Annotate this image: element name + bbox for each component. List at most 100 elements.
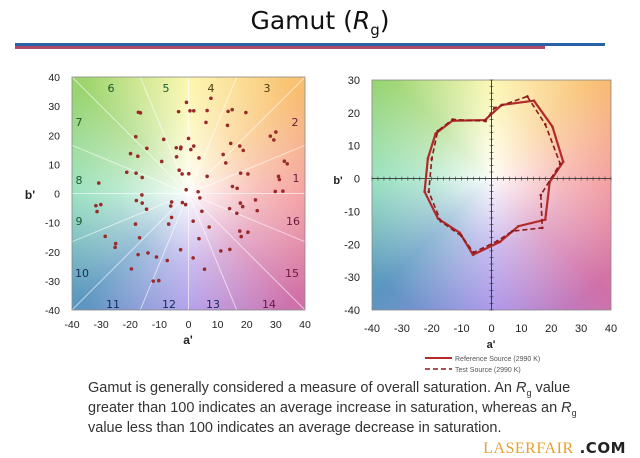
data-point (273, 189, 278, 194)
series-marker (561, 160, 565, 164)
data-point (272, 138, 276, 142)
hue-bin-divider (188, 193, 238, 310)
plot-frame (71, 76, 306, 311)
hue-bin-label: 10 (75, 267, 89, 280)
data-point (99, 202, 103, 207)
x-tick-label: 30 (270, 319, 282, 331)
data-point (134, 198, 139, 203)
data-point (138, 111, 143, 115)
data-point (241, 148, 246, 153)
data-point (180, 200, 185, 205)
data-point (230, 184, 235, 189)
data-point (281, 189, 285, 193)
data-point (207, 225, 211, 229)
data-point (144, 207, 149, 212)
data-point (136, 252, 140, 257)
y-tick-label: 0 (354, 174, 360, 186)
data-point (165, 258, 170, 263)
data-point (238, 171, 243, 175)
series-marker (558, 162, 562, 166)
data-point (197, 236, 201, 241)
x-tick-label: -40 (64, 319, 79, 331)
data-point (246, 172, 250, 176)
series-marker (430, 157, 434, 161)
y-tick-label: 10 (48, 159, 60, 171)
hue-bin-label: 2 (292, 116, 299, 129)
hue-bin-label: 6 (108, 82, 115, 95)
hue-bin-label: 1 (293, 172, 300, 185)
hue-bin-divider (188, 193, 305, 243)
y-tick-label: -40 (344, 305, 360, 317)
data-point (191, 219, 195, 223)
data-point (240, 204, 245, 209)
x-tick-label: -10 (454, 323, 470, 335)
data-point (103, 234, 108, 239)
x-tick-label: 10 (515, 323, 527, 335)
data-point (133, 222, 138, 226)
series-marker (543, 123, 547, 126)
data-point (227, 206, 232, 211)
data-point (285, 161, 290, 166)
data-point (180, 172, 184, 176)
data-point (209, 96, 213, 101)
series-marker (498, 240, 502, 244)
data-point (186, 171, 191, 176)
hue-bin-label: 15 (285, 267, 299, 280)
hue-bin-label: 3 (264, 82, 271, 95)
data-point (223, 161, 228, 165)
x-tick-label: 10 (212, 319, 224, 331)
data-point (198, 196, 202, 200)
y-tick-label: 40 (48, 72, 60, 84)
data-point (235, 186, 239, 191)
series-marker (526, 95, 529, 98)
data-point (159, 159, 164, 164)
series-marker (472, 251, 475, 254)
data-point (94, 203, 98, 208)
data-point (168, 204, 173, 208)
hue-bin-label: 13 (206, 298, 220, 311)
hue-bin-divider (139, 77, 189, 194)
data-point (255, 208, 260, 213)
data-point (191, 256, 195, 260)
x-tick-label: -10 (152, 319, 167, 331)
hue-bin-label: 5 (163, 82, 170, 95)
y-tick-label: 10 (348, 141, 360, 153)
series-marker (539, 193, 543, 197)
hue-bin-divider (72, 77, 189, 194)
y-axis-label: b' (25, 188, 35, 202)
hue-bin-divider (188, 77, 238, 194)
data-point (145, 146, 149, 151)
data-point (188, 108, 192, 113)
hue-bin-divider (188, 144, 305, 194)
data-point (237, 229, 242, 233)
hue-bin-divider (188, 193, 305, 310)
y-tick-label: 20 (48, 130, 60, 142)
y-tick-label: -20 (45, 247, 60, 259)
y-tick-label: -20 (344, 239, 360, 251)
data-point (202, 267, 207, 272)
data-point (113, 245, 117, 250)
series-marker (439, 219, 443, 223)
hue-bin-label: 12 (162, 298, 176, 311)
y-tick-label: -30 (344, 272, 360, 284)
x-axis-label: a' (183, 333, 193, 347)
data-point (235, 211, 239, 216)
data-point (277, 177, 282, 182)
data-point (191, 144, 196, 148)
data-point (274, 130, 278, 134)
data-point (140, 175, 144, 180)
hue-bin-divider (188, 77, 305, 194)
data-point (200, 209, 204, 214)
test-source-line (427, 95, 562, 254)
series-marker (532, 99, 536, 102)
data-point (219, 249, 223, 253)
data-point (239, 234, 244, 239)
series-marker (517, 224, 520, 228)
series-marker (511, 229, 514, 233)
series-marker (436, 129, 440, 133)
x-tick-label: 0 (186, 319, 192, 331)
hue-bin-divider (72, 193, 189, 310)
body-paragraph: Gamut is generally considered a measure … (88, 380, 577, 436)
data-point (228, 141, 233, 146)
data-point (134, 171, 138, 175)
